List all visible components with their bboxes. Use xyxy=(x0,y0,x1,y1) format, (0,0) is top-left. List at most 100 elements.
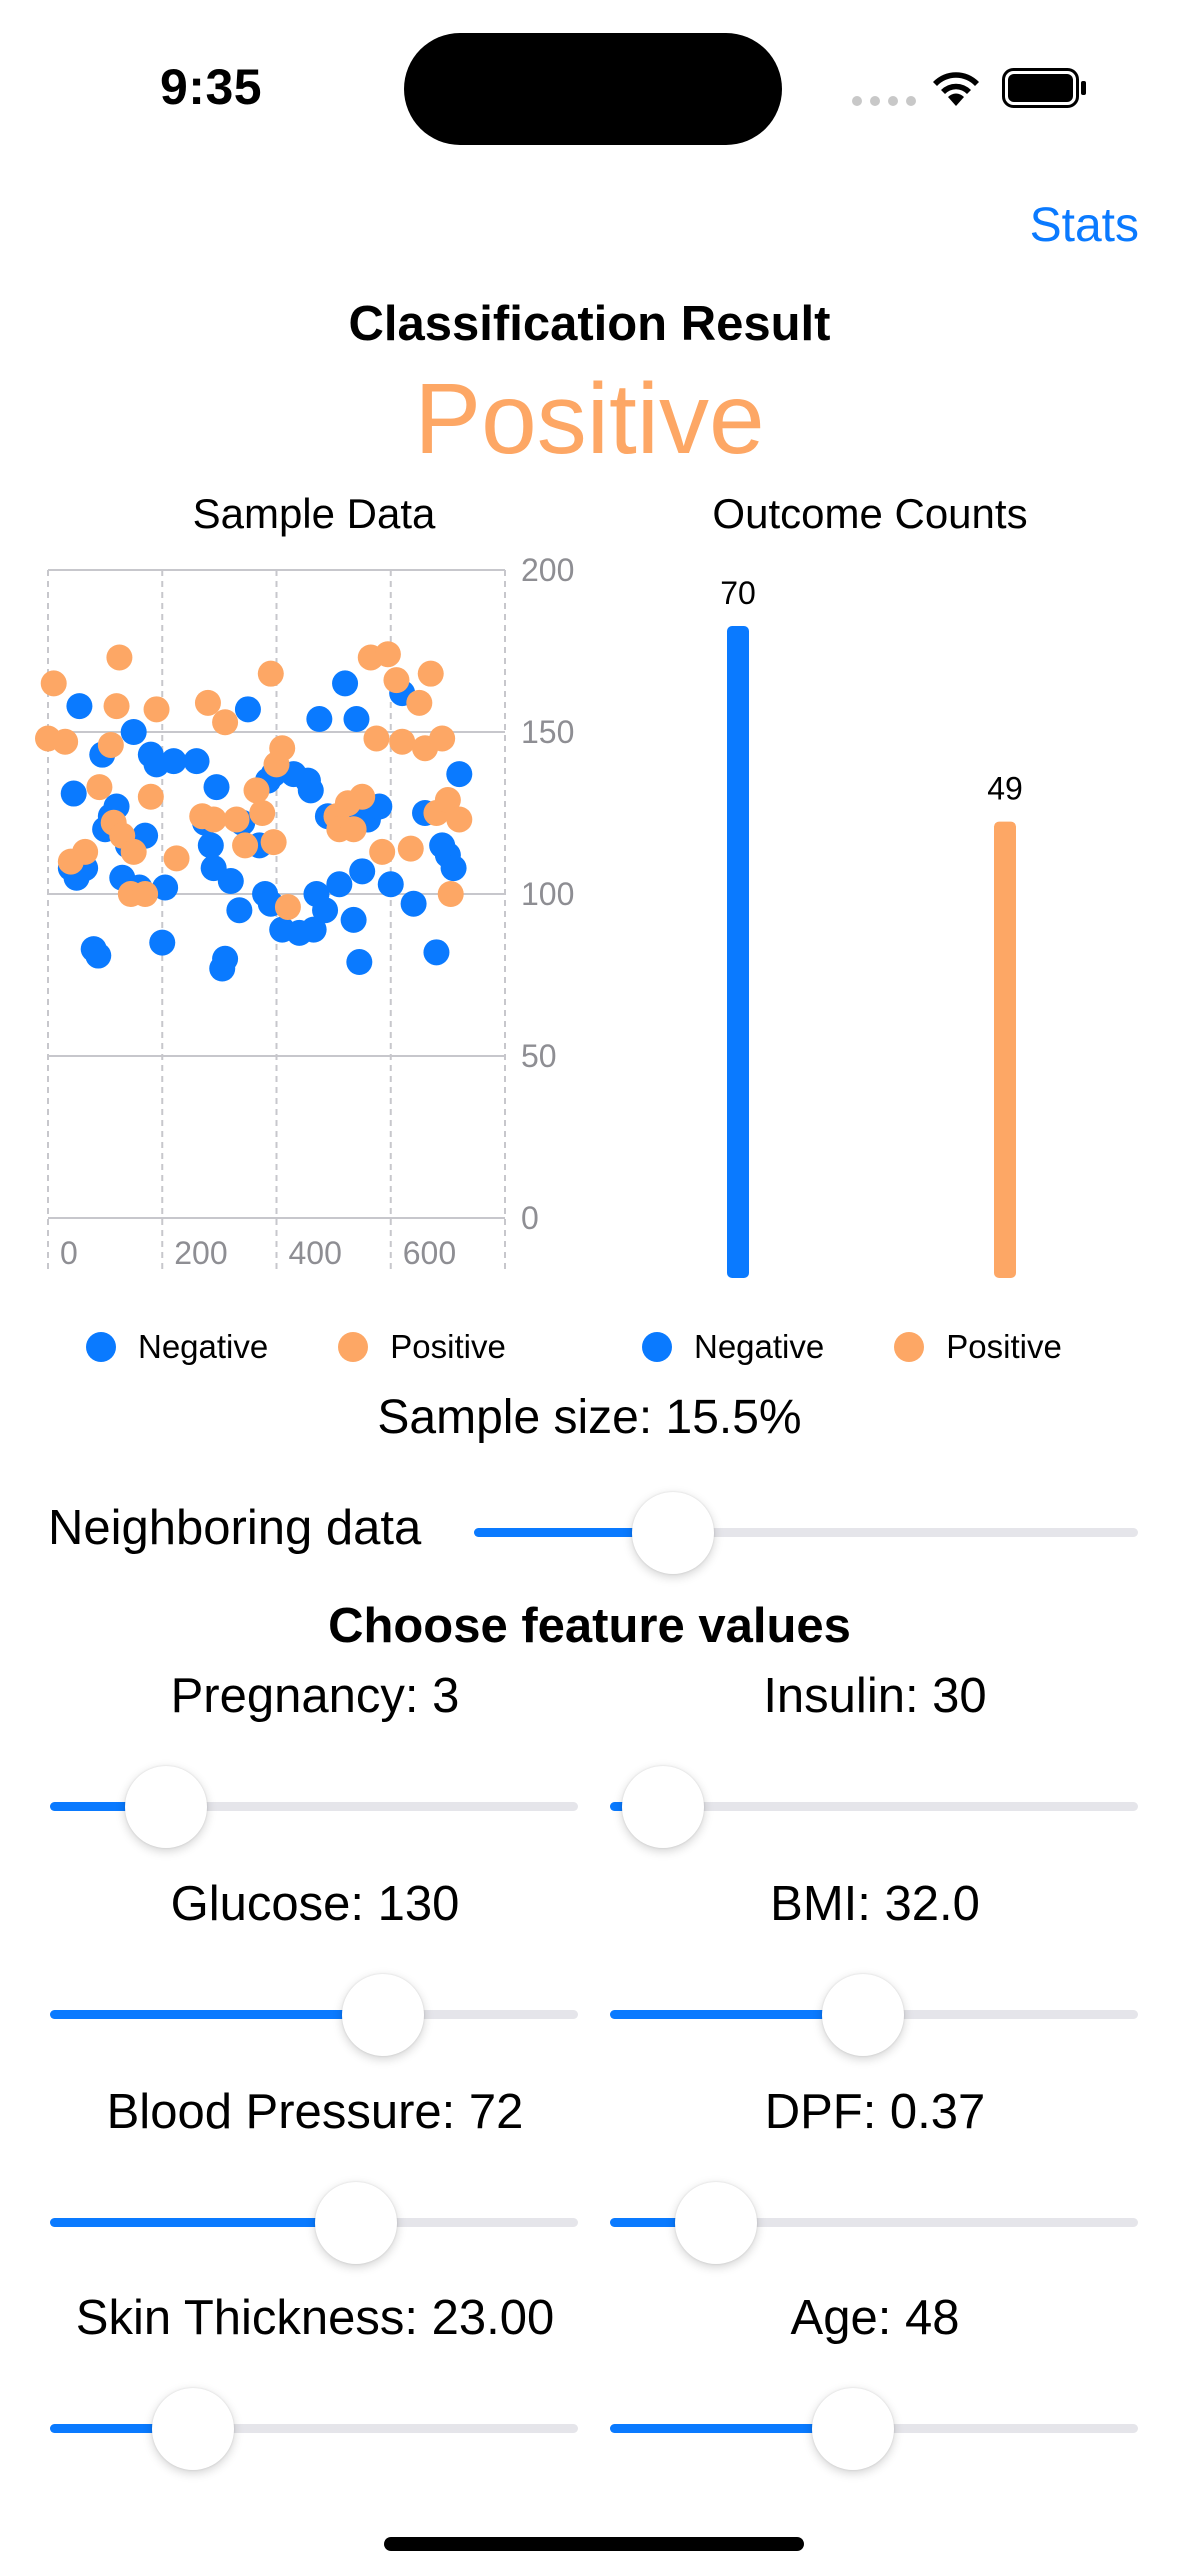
status-time: 9:35 xyxy=(160,59,263,115)
bar-value-label: 49 xyxy=(987,771,1023,807)
scatter-point-positive xyxy=(340,816,367,843)
scatter-point-positive xyxy=(429,725,456,752)
scatter-point-positive xyxy=(243,777,270,804)
blood-pressure-label: Blood Pressure: 72 xyxy=(106,2085,524,2139)
scatter-point-positive xyxy=(52,728,79,755)
scatter-chart: 0 50 100 150 200 0 200 400 600 xyxy=(35,552,574,1272)
glucose-label: Glucose: 130 xyxy=(170,1877,460,1931)
scatter-point-positive xyxy=(143,696,170,723)
slider-track xyxy=(610,2218,1138,2227)
y-tick-label: 150 xyxy=(521,714,574,750)
scatter-point-positive xyxy=(349,783,376,810)
scatter-point-negative xyxy=(217,868,244,895)
slider-fill xyxy=(610,2424,853,2433)
legend-label-positive: Positive xyxy=(946,1328,1062,1365)
legend-entry-negative: Negative xyxy=(642,1328,824,1366)
scatter-point-positive xyxy=(260,829,287,856)
scatter-point-negative xyxy=(197,832,224,859)
insulin-slider[interactable] xyxy=(610,1766,1138,1848)
slider-thumb[interactable] xyxy=(315,2182,398,2264)
slider-thumb[interactable] xyxy=(151,2388,234,2470)
stats-button[interactable]: Stats xyxy=(1029,199,1139,252)
slider-fill xyxy=(610,2010,864,2019)
slider-thumb[interactable] xyxy=(621,1766,704,1848)
scatter-point-positive xyxy=(212,709,239,736)
scatter-point-negative xyxy=(343,706,370,733)
scatter-point-negative xyxy=(332,670,359,697)
scatter-point-negative xyxy=(152,874,179,901)
slider-thumb[interactable] xyxy=(341,1974,424,2056)
neighboring-data-slider[interactable] xyxy=(474,1492,1138,1574)
scatter-point-negative xyxy=(446,761,473,788)
slider-thumb[interactable] xyxy=(632,1492,715,1574)
legend-label-positive: Positive xyxy=(390,1328,506,1365)
scatter-point-negative xyxy=(183,748,210,775)
legend-entry-negative: Negative xyxy=(86,1328,268,1366)
scatter-point-positive xyxy=(97,731,124,758)
bar-positive xyxy=(994,821,1016,1278)
age-label: Age: 48 xyxy=(790,2291,960,2345)
scatter-point-positive xyxy=(383,667,410,694)
bar-chart: 70 49 xyxy=(720,575,1023,1278)
scatter-point-positive xyxy=(269,735,296,762)
blood-pressure-slider[interactable] xyxy=(50,2182,578,2264)
dpf-slider[interactable] xyxy=(610,2182,1138,2264)
bmi-slider[interactable] xyxy=(610,1974,1138,2056)
scatter-point-positive xyxy=(120,838,147,865)
scatter-point-positive xyxy=(369,838,396,865)
bar-value-label: 70 xyxy=(720,575,756,611)
slider-thumb[interactable] xyxy=(811,2388,894,2470)
slider-fill xyxy=(50,1802,167,1811)
scatter-point-positive xyxy=(363,725,390,752)
skin-thickness-slider[interactable] xyxy=(50,2388,578,2470)
scatter-point-negative xyxy=(423,939,450,966)
slider-fill xyxy=(50,2424,193,2433)
scatter-point-negative xyxy=(160,748,187,775)
legend-entry-positive: Positive xyxy=(338,1328,506,1366)
slider-thumb[interactable] xyxy=(822,1974,905,2056)
x-tick-label: 400 xyxy=(289,1235,342,1271)
home-indicator xyxy=(384,2537,804,2551)
scatter-point-negative xyxy=(300,916,327,943)
cellular-signal-icon xyxy=(852,96,916,106)
feature-section-title: Choose feature values xyxy=(328,1599,851,1653)
scatter-point-negative xyxy=(85,942,112,969)
scatter-point-positive xyxy=(374,641,401,668)
scatter-point-positive xyxy=(223,806,250,833)
scatter-point-positive xyxy=(232,832,259,859)
scatter-point-negative xyxy=(440,855,467,882)
slider-thumb[interactable] xyxy=(125,1766,208,1848)
scatter-point-negative xyxy=(306,706,333,733)
slider-thumb[interactable] xyxy=(674,2182,757,2264)
scatter-point-positive xyxy=(434,787,461,814)
slider-fill xyxy=(50,2218,357,2227)
scatter-point-positive xyxy=(163,845,190,872)
scatter-point-negative xyxy=(149,929,176,956)
age-slider[interactable] xyxy=(610,2388,1138,2470)
sample-size-label: Sample size: 15.5% xyxy=(377,1391,802,1444)
dynamic-island xyxy=(404,33,782,145)
scatter-point-positive xyxy=(406,689,433,716)
slider-fill xyxy=(610,2218,716,2227)
slider-fill xyxy=(50,2010,383,2019)
y-tick-label: 50 xyxy=(521,1038,557,1074)
scatter-point-positive xyxy=(137,783,164,810)
battery-icon xyxy=(1002,68,1086,108)
scatter-point-negative xyxy=(203,774,230,801)
result-value: Positive xyxy=(414,363,765,475)
scatter-point-positive xyxy=(200,806,227,833)
legend-entry-positive: Positive xyxy=(894,1328,1062,1366)
slider-track xyxy=(474,1528,1138,1537)
x-tick-label: 200 xyxy=(174,1235,227,1271)
slider-track xyxy=(50,2424,578,2433)
scatter-point-positive xyxy=(417,660,444,687)
legend-label-negative: Negative xyxy=(138,1328,269,1365)
glucose-slider[interactable] xyxy=(50,1974,578,2056)
pregnancy-label: Pregnancy: 3 xyxy=(170,1669,460,1723)
scatter-point-positive xyxy=(194,689,221,716)
scatter-point-negative xyxy=(226,897,253,924)
slider-track xyxy=(50,1802,578,1811)
scatter-point-positive xyxy=(132,881,159,907)
scatter-point-negative xyxy=(66,693,93,720)
pregnancy-slider[interactable] xyxy=(50,1766,578,1848)
